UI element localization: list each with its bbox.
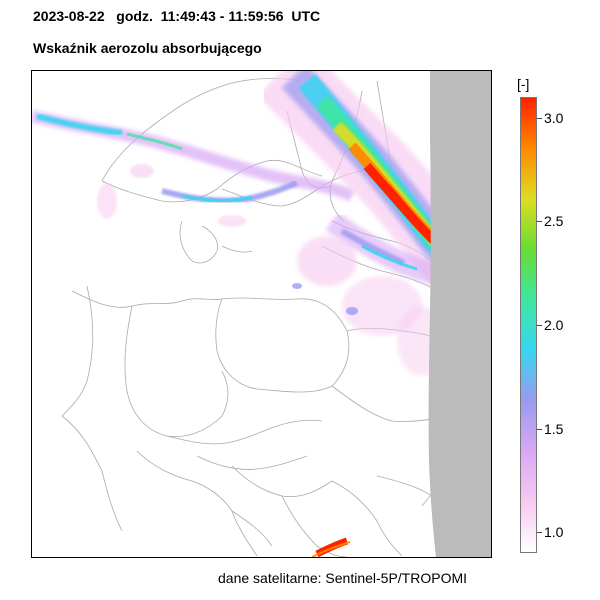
- colorbar-unit: [-]: [517, 76, 530, 92]
- aerosol-index-field: [32, 71, 487, 557]
- colorbar-tick: [537, 532, 542, 533]
- map-title: Wskaźnik aerozolu absorbującego: [33, 40, 262, 56]
- time-range-header: 2023-08-22 godz. 11:49:43 - 11:59:56 UTC: [33, 8, 321, 24]
- aerosol-map: [31, 70, 492, 558]
- map-canvas: [32, 71, 491, 557]
- colorbar-tick-label: 2.0: [544, 317, 564, 333]
- colorbar-tick-label: 1.5: [544, 421, 564, 437]
- no-data-area: [428, 71, 491, 557]
- colorbar-tick: [537, 325, 542, 326]
- colorbar: [520, 97, 537, 553]
- colorbar-tick: [537, 429, 542, 430]
- data-source-credit: dane satelitarne: Sentinel-5P/TROPOMI: [218, 570, 468, 586]
- colorbar-tick: [537, 118, 542, 119]
- colorbar-tick: [537, 221, 542, 222]
- colorbar-tick-label: 2.5: [544, 213, 564, 229]
- colorbar-tick-label: 3.0: [544, 110, 564, 126]
- colorbar-tick-label: 1.0: [544, 524, 564, 540]
- coastlines-borders: [61, 78, 463, 557]
